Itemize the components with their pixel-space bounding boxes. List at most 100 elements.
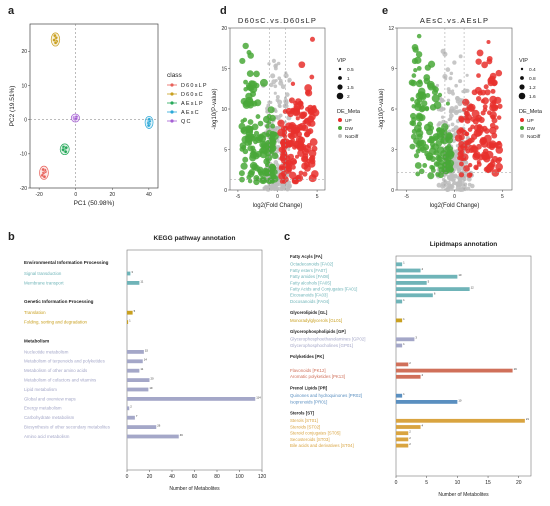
volcano-e-vip-legend-label: 1.2 (529, 85, 536, 91)
volcano-d-point (270, 73, 276, 79)
volcano-d-point (287, 110, 294, 118)
volcano-e-point (436, 182, 442, 188)
volcano-e-point (463, 110, 469, 116)
lipidmaps-group-header: Fatty Acyls [FA] (290, 254, 323, 259)
volcano-e-meta-legend-title: DE_Meta (519, 109, 543, 115)
volcano-e-x-tick-label: 0 (453, 194, 456, 200)
lipidmaps-bar (396, 368, 513, 373)
volcano-e-point (420, 105, 427, 112)
volcano-d-point (273, 84, 278, 89)
volcano-d-point (311, 108, 320, 117)
volcano-d-point (273, 91, 277, 95)
volcano-e-point (489, 126, 497, 135)
pca-y-tick-label: 20 (21, 49, 27, 55)
volcano-d-meta-legend-marker (338, 134, 342, 138)
volcano-e-point (437, 172, 444, 179)
kegg-category-label: Amino acid metabolism (24, 434, 70, 439)
pca-point (52, 38, 56, 42)
volcano-d-point (282, 179, 287, 184)
pca-legend-label: QC (181, 119, 192, 125)
lipidmaps-value-label: 5 (428, 279, 430, 283)
volcano-d-vip-legend-marker (337, 84, 343, 90)
volcano-e-point (453, 163, 458, 167)
volcano-d-x-tick-label: 5 (316, 194, 319, 200)
panel-label-d: d (220, 5, 227, 17)
lipidmaps-x-tick-label: 10 (455, 480, 461, 486)
volcano-e-vip-legend-marker (519, 84, 525, 90)
pca-point (53, 33, 57, 38)
volcano-e-point (476, 96, 482, 102)
volcano-d-point (246, 98, 254, 107)
volcano-e-point (489, 122, 496, 129)
volcano-d-point (278, 104, 282, 109)
volcano-e-point (484, 89, 491, 96)
lipidmaps-value-label: 4 (422, 267, 424, 271)
volcano-d-point (278, 78, 283, 83)
volcano-d-point (267, 117, 272, 122)
volcano-e-point (429, 135, 434, 140)
lipidmaps-value-label: 1 (403, 261, 405, 265)
volcano-d-point (285, 122, 293, 130)
volcano-e-point (464, 117, 471, 124)
pca-y-tick-label: 10 (21, 83, 27, 89)
volcano-d-y-tick-label: 15 (221, 66, 227, 72)
panel-label-e: e (382, 5, 388, 17)
volcano-d-point (299, 112, 306, 119)
kegg-bar (127, 397, 256, 401)
pca-x-tick-label: -20 (36, 192, 43, 198)
volcano-d-vip-legend-label: 1.5 (347, 85, 354, 91)
volcano-e-point (471, 89, 478, 96)
pca-x-tick-label: 40 (146, 192, 152, 198)
volcano-e-point (491, 169, 500, 177)
pca-legend-marker (170, 83, 174, 87)
kegg-category-label: Energy metabolism (24, 406, 62, 411)
volcano-e-point (489, 72, 497, 80)
volcano-e-point (440, 136, 449, 145)
volcano-e-point (451, 91, 455, 96)
pca-x-tick-label: 0 (74, 192, 77, 198)
kegg-value-label: 20 (151, 377, 155, 381)
kegg-category-label: Lipid metabolism (24, 387, 57, 392)
volcano-e-point (467, 127, 473, 132)
volcano-d-point (284, 155, 291, 161)
volcano-d-y-tick-label: 5 (224, 147, 227, 153)
volcano-e-point (488, 143, 496, 151)
volcano-e-point (433, 101, 442, 110)
lipidmaps-category-label: Quinones and hydroquinones [PR02] (290, 393, 362, 398)
volcano-e-point (442, 164, 447, 170)
lipidmaps-bar (396, 281, 427, 285)
volcano-e-point (480, 89, 487, 96)
volcano-d-point (249, 154, 257, 162)
lipidmaps-bar (396, 343, 403, 348)
volcano-e-point (455, 109, 460, 114)
volcano-d-point (308, 174, 317, 183)
volcano-e-point (414, 98, 421, 106)
lipidmaps-group-header: Prenol Lipids [PR] (290, 385, 328, 390)
volcano-d-point (255, 114, 261, 119)
lipidmaps-category-label: Flavonoids [PK12] (290, 368, 326, 373)
volcano-e-y-tick-label: 12 (388, 26, 394, 32)
volcano-e-point (454, 83, 458, 88)
volcano-e-point (411, 73, 417, 78)
volcano-e-point (486, 55, 493, 62)
volcano-e-point (457, 145, 465, 152)
volcano-e-meta-legend-label: DW (527, 126, 535, 132)
volcano-d-point (259, 176, 268, 185)
volcano-d-point (286, 140, 293, 148)
volcano-e-point (415, 92, 423, 100)
volcano-e-vip-legend-label: 0.4 (529, 67, 536, 73)
volcano-e-point (422, 163, 428, 168)
kegg-x-tick-label: 40 (169, 474, 175, 480)
volcano-e-point (445, 159, 452, 166)
volcano-d-point (266, 129, 273, 137)
volcano-d-point (306, 143, 312, 149)
volcano-e-point (490, 88, 496, 94)
volcano-d-point (275, 95, 280, 100)
volcano-e-point (471, 144, 477, 149)
volcano-e-point (427, 121, 434, 128)
pca-legend-label: AEsC (181, 110, 200, 116)
pca-point (61, 147, 65, 152)
lipidmaps-value-label: 19 (514, 367, 518, 371)
volcano-e-point (470, 183, 475, 189)
volcano-e-point (453, 154, 458, 159)
